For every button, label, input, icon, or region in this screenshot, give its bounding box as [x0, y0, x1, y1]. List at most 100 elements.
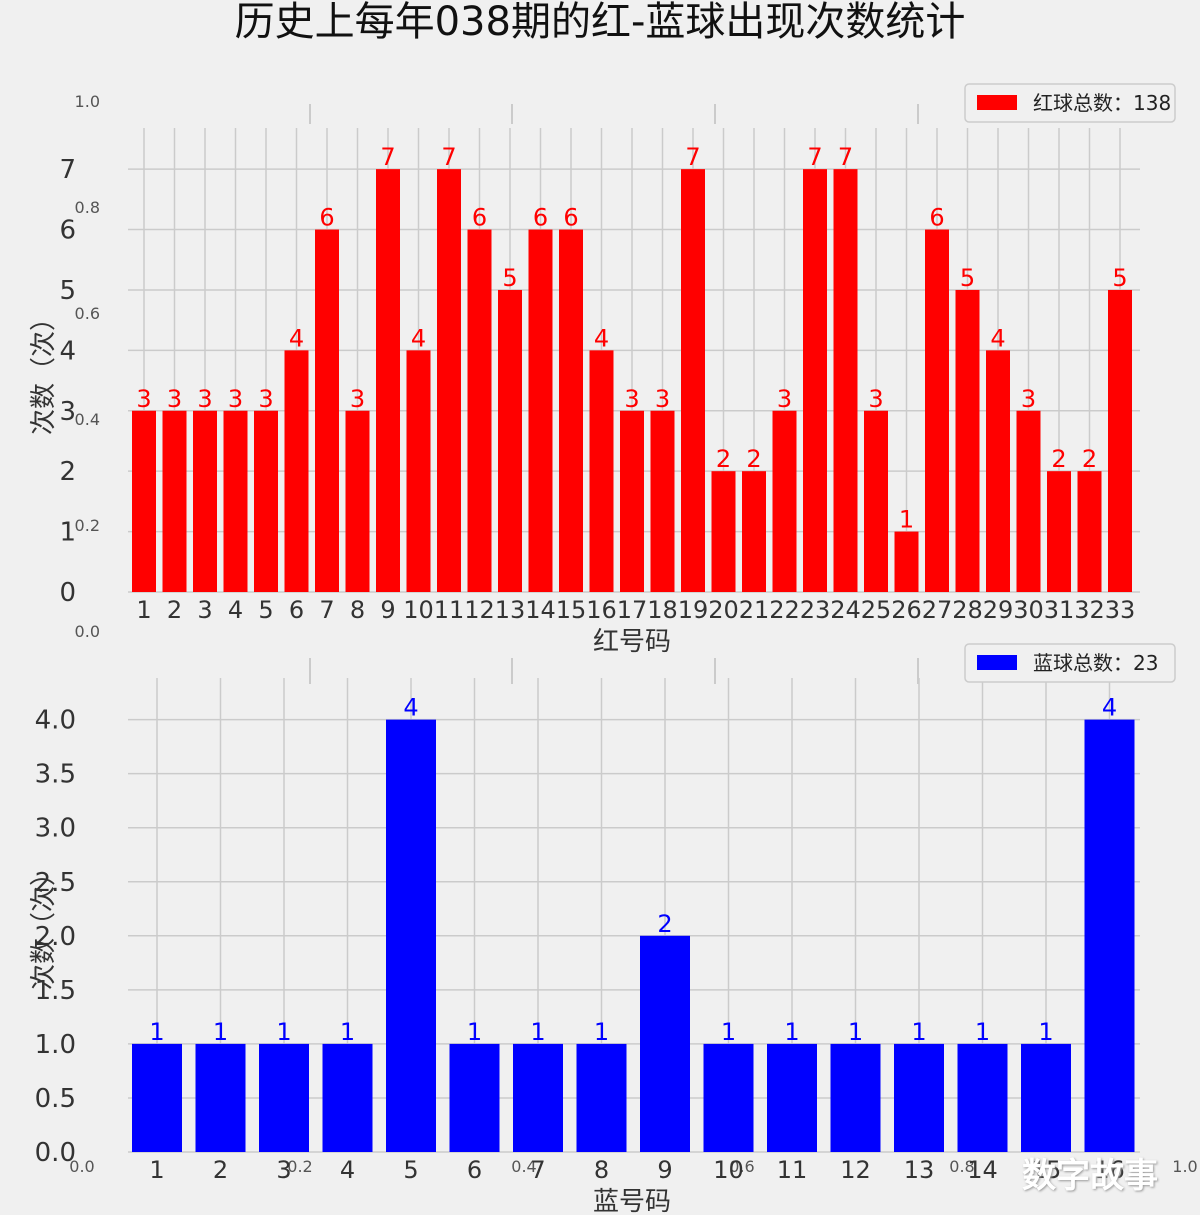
y-tick-label: 2	[59, 457, 76, 487]
bar	[925, 229, 949, 592]
x-tick-label: 26	[891, 596, 922, 624]
x-tick-label: 14	[525, 596, 556, 624]
bar-value-label: 5	[960, 264, 975, 292]
bar-value-label: 2	[1051, 445, 1066, 473]
bar	[376, 169, 400, 592]
y-tick-label: 7	[59, 155, 76, 185]
ghost-ytick-label: 0.4	[75, 410, 100, 429]
bar	[830, 1043, 881, 1152]
bar	[703, 1043, 754, 1152]
x-tick-label: 32	[1074, 596, 1105, 624]
x-tick-label: 12	[464, 596, 495, 624]
legend-swatch	[977, 655, 1017, 670]
bar	[195, 1043, 246, 1152]
x-tick-label: 5	[258, 596, 273, 624]
x-tick-label: 15	[1031, 1156, 1062, 1184]
bar-value-label: 7	[685, 143, 700, 171]
bar	[576, 1043, 627, 1152]
x-tick-label: 2	[167, 596, 182, 624]
y-tick-label: 6	[59, 216, 76, 246]
bar	[772, 410, 797, 592]
x-axis-label: 蓝号码	[593, 1187, 671, 1215]
bar	[467, 229, 492, 592]
x-tick-label: 8	[594, 1156, 609, 1184]
bar-value-label: 3	[350, 385, 365, 413]
bar-value-label: 6	[319, 204, 334, 232]
ghost-ytick-label: 0.6	[75, 304, 100, 323]
bar-value-label: 2	[716, 445, 731, 473]
bar-value-label: 1	[149, 1018, 164, 1046]
x-tick-label: 22	[769, 596, 800, 624]
x-tick-label: 9	[380, 596, 395, 624]
y-tick-label: 0.0	[35, 1138, 76, 1168]
x-tick-label: 6	[467, 1156, 482, 1184]
bar	[254, 410, 278, 592]
x-tick-label: 4	[340, 1156, 355, 1184]
bar-value-label: 4	[411, 324, 426, 352]
bar-value-label: 6	[563, 204, 578, 232]
bar-value-label: 3	[624, 385, 639, 413]
bar	[767, 1043, 817, 1152]
bar	[132, 410, 156, 592]
bar-value-label: 5	[502, 264, 517, 292]
bar-value-label: 4	[990, 324, 1005, 352]
bar-value-label: 2	[657, 910, 672, 938]
y-tick-label: 3.5	[35, 760, 76, 790]
x-tick-label: 27	[922, 596, 953, 624]
bar	[620, 410, 644, 592]
bar	[986, 350, 1010, 592]
bar-value-label: 1	[848, 1018, 863, 1046]
bar	[1016, 410, 1041, 592]
x-tick-label: 6	[289, 596, 304, 624]
legend-box	[964, 643, 1176, 683]
bar-value-label: 1	[530, 1018, 545, 1046]
x-tick-label: 11	[434, 596, 465, 624]
x-tick-label: 3	[276, 1156, 291, 1184]
bar-value-label: 4	[1102, 694, 1117, 722]
watermark: 数字故事	[1022, 1156, 1158, 1196]
bar-value-label: 7	[380, 143, 395, 171]
ghost-xtick-label: 1.0	[1172, 1157, 1197, 1176]
bar-value-label: 1	[1038, 1018, 1053, 1046]
y-tick-label: 3.0	[35, 814, 76, 844]
bar-value-label: 1	[594, 1018, 609, 1046]
bar-value-label: 3	[167, 385, 182, 413]
x-tick-label: 17	[617, 596, 648, 624]
bar	[1108, 289, 1132, 592]
bar-value-label: 3	[136, 385, 151, 413]
x-tick-label: 20	[708, 596, 739, 624]
bar	[315, 229, 339, 592]
x-tick-label: 16	[586, 596, 617, 624]
x-tick-label: 1	[149, 1156, 164, 1184]
bar	[894, 531, 919, 592]
bar	[681, 169, 705, 592]
x-tick-label: 14	[967, 1156, 998, 1184]
y-tick-label: 1.0	[35, 1030, 76, 1060]
legend-label: 蓝球总数：23	[1033, 651, 1158, 675]
bar	[498, 289, 522, 592]
bar	[223, 410, 248, 592]
bar-value-label: 1	[340, 1018, 355, 1046]
x-tick-label: 7	[530, 1156, 545, 1184]
bar-value-label: 1	[213, 1018, 228, 1046]
bar-value-label: 7	[807, 143, 822, 171]
x-tick-label: 25	[861, 596, 892, 624]
bar-value-label: 1	[911, 1018, 926, 1046]
x-tick-label: 21	[739, 596, 770, 624]
bar-value-label: 7	[838, 143, 853, 171]
bar	[803, 169, 827, 592]
bar-value-label: 1	[899, 506, 914, 534]
bar	[559, 229, 583, 592]
bar-value-label: 3	[777, 385, 792, 413]
x-tick-label: 4	[228, 596, 243, 624]
bar-value-label: 1	[784, 1018, 799, 1046]
bar	[132, 1043, 182, 1152]
x-tick-label: 29	[983, 596, 1014, 624]
y-tick-label: 0	[59, 578, 76, 608]
bar-value-label: 1	[276, 1018, 291, 1046]
bar-value-label: 7	[441, 143, 456, 171]
x-axis-label: 红号码	[593, 627, 671, 657]
x-tick-label: 33	[1105, 596, 1136, 624]
chart-title: 历史上每年038期的红-蓝球出现次数统计	[234, 0, 966, 45]
x-tick-label: 5	[403, 1156, 418, 1184]
